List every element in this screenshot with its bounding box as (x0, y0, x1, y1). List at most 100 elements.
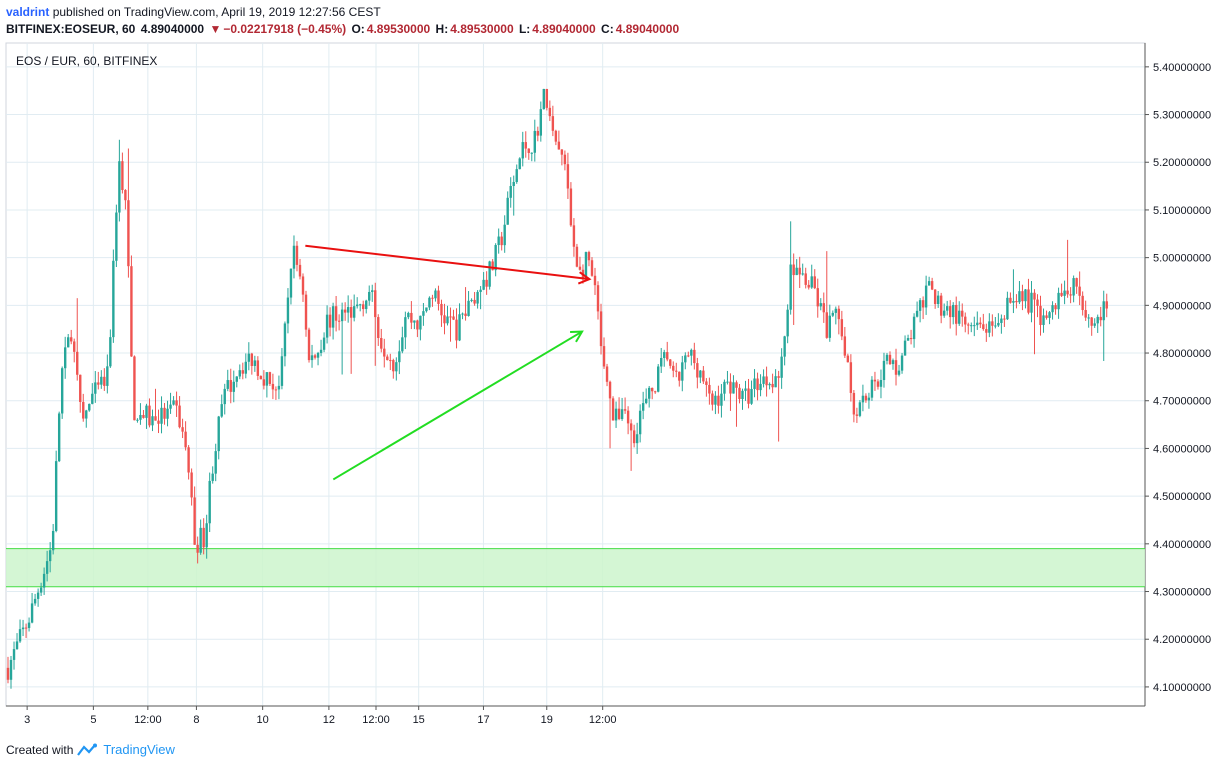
symbol-label: BITFINEX:EOSEUR, 60 (6, 22, 136, 36)
candle-down (383, 348, 386, 357)
candle-down (202, 527, 205, 548)
price-axis-label: 4.20000000 (1153, 634, 1211, 646)
footer: Created with TradingView (6, 742, 175, 757)
candle-down (611, 398, 615, 421)
candle-up (509, 185, 512, 198)
candle-down (184, 431, 187, 448)
candle-up (915, 310, 919, 317)
candle-down (626, 410, 630, 424)
time-axis-label: 8 (193, 714, 199, 726)
candle-down (840, 319, 844, 337)
candle-down (1069, 294, 1072, 296)
candle-up (801, 273, 804, 275)
candle-up (57, 413, 61, 462)
candle-down (262, 379, 266, 386)
candle-up (425, 307, 428, 312)
candle-up (226, 380, 229, 389)
time-axis-label: 17 (477, 714, 489, 726)
candle-up (924, 285, 928, 308)
tradingview-brand-link[interactable]: TradingView (103, 742, 175, 757)
candle-down (313, 355, 317, 358)
candle-down (389, 360, 392, 362)
candle-down (1066, 290, 1069, 295)
candle-up (265, 372, 269, 386)
support-trendline[interactable] (332, 330, 583, 481)
candle-up (253, 360, 257, 366)
candle-up (584, 252, 588, 280)
candle-down (148, 405, 151, 426)
candle-up (33, 598, 37, 604)
ohlc-legend: BITFINEX:EOSEUR, 60 4.89040000 ▼ −0.02217… (6, 22, 681, 36)
candle-down (873, 379, 877, 382)
candle-down (602, 346, 606, 367)
candle-down (587, 252, 591, 261)
candle-down (187, 447, 190, 473)
candle-down (596, 285, 600, 312)
author-link[interactable]: valdrint (6, 5, 50, 19)
resistance-trendline[interactable] (305, 244, 590, 281)
candle-up (355, 304, 359, 307)
candle-down (991, 321, 994, 326)
price-axis-label: 4.80000000 (1153, 348, 1211, 360)
candle-up (795, 267, 798, 276)
candle-down (705, 381, 708, 385)
candle-up (1057, 292, 1060, 310)
candle-down (632, 430, 636, 444)
candle-up (539, 109, 543, 136)
candle-up (699, 370, 702, 378)
candle-up (512, 181, 515, 186)
candle-down (554, 130, 558, 142)
candle-up (503, 224, 506, 246)
candle-down (949, 306, 952, 318)
candle-down (961, 310, 964, 317)
candle-up (897, 370, 901, 375)
candle-up (973, 325, 976, 327)
candle-up (952, 304, 955, 318)
candle-up (169, 404, 172, 409)
price-axis-label: 4.90000000 (1153, 300, 1211, 312)
candle-up (322, 337, 326, 350)
candle-down (455, 319, 458, 341)
candle-down (298, 264, 302, 277)
candle-down (79, 374, 82, 402)
candle-down (1003, 318, 1006, 320)
candle-down (909, 338, 913, 340)
candle-up (657, 366, 660, 392)
candle-down (24, 627, 28, 629)
candle-down (1015, 300, 1018, 303)
candle-down (617, 408, 621, 420)
candle-up (521, 142, 524, 159)
candle-up (762, 376, 765, 384)
candle-up (54, 461, 58, 531)
candle-down (939, 295, 943, 316)
candle-down (545, 88, 549, 108)
candle-up (723, 381, 726, 394)
candle-up (1048, 312, 1051, 318)
candle-up (136, 419, 139, 421)
candle-up (786, 309, 789, 337)
candle-up (340, 309, 344, 322)
candle-up (85, 410, 88, 419)
candle-down (837, 308, 841, 320)
candle-down (328, 314, 332, 328)
price-axis-label: 4.50000000 (1153, 491, 1211, 503)
candle-up (118, 161, 121, 213)
candle-down (855, 414, 859, 416)
candle-up (861, 395, 865, 403)
candle-up (214, 451, 217, 474)
candle-up (292, 245, 296, 269)
time-axis-label: 12:00 (589, 714, 617, 726)
candle-up (446, 316, 449, 324)
candle-up (368, 291, 371, 301)
candle-up (690, 349, 693, 356)
candle-up (681, 362, 684, 381)
candle-up (882, 360, 886, 381)
candle-up (160, 407, 163, 424)
candle-up (419, 315, 422, 330)
candle-down (593, 275, 597, 286)
candle-down (500, 236, 503, 246)
open-label: O: (351, 22, 365, 36)
candle-down (337, 320, 341, 322)
candle-up (205, 523, 208, 548)
